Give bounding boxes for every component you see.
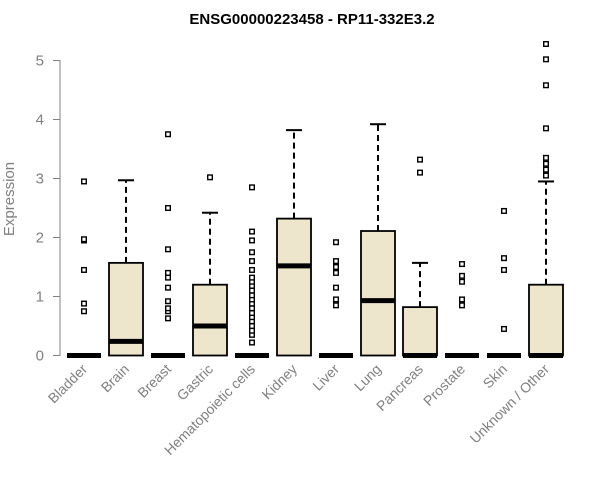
box-9 [445,261,479,358]
x-category-label: Liver [309,361,342,394]
box-4 [235,184,269,358]
outlier-point [164,131,171,138]
outlier-point [80,178,87,185]
box-body [528,283,564,357]
outlier-point [164,298,171,305]
outlier-point [164,315,171,322]
outlier-point [501,255,508,262]
outlier-point [164,246,171,253]
outlier-point [248,327,255,334]
outlier-point [248,274,255,281]
outlier-point [333,302,340,309]
x-category-label: Skin [480,361,511,392]
box-7 [360,123,396,357]
outlier-point [248,292,255,299]
outlier-point [459,296,466,303]
outlier-point [333,284,340,291]
outlier-point [501,325,508,332]
outlier-point [459,261,466,268]
outlier-point [164,274,171,281]
outlier-point [543,166,550,173]
outlier-point [206,174,213,181]
box-0 [67,178,101,358]
outlier-point [543,160,550,167]
y-tick-label: 1 [36,289,44,306]
outlier-point [80,266,87,273]
box-body [192,283,228,357]
outlier-point [248,339,255,346]
outlier-point [248,228,255,235]
outlier-point [80,300,87,307]
y-axis-label: Expression [1,162,18,236]
outlier-point [543,56,550,63]
y-tick-label: 2 [36,230,44,247]
outlier-point [333,269,340,276]
outlier-point [80,236,87,243]
outlier-point [417,156,424,163]
box-2 [151,131,185,358]
outlier-point [248,258,255,265]
box-1 [108,179,144,357]
chart-title: ENSG00000223458 - RP11-332E3.2 [189,11,434,28]
outlier-point [164,305,171,312]
x-category-label: Breast [134,361,174,401]
outlier-point [459,302,466,309]
outlier-point [333,239,340,246]
outlier-point [543,82,550,89]
box-8 [402,156,438,358]
x-category-label: Unknown / Other [467,361,553,447]
x-category-label: Brain [98,361,132,395]
outlier-point [248,310,255,317]
outlier-point [543,125,550,132]
box-body [402,306,438,357]
outlier-point [543,40,550,47]
outlier-point [248,184,255,191]
y-tick-label: 3 [36,171,44,188]
outlier-point [80,308,87,315]
boxes [67,40,564,358]
box-body [360,230,396,357]
outlier-point [417,169,424,176]
box-3 [192,174,228,357]
outlier-point [543,172,550,179]
box-10 [487,207,521,358]
box-body [276,217,312,357]
outlier-point [164,284,171,291]
box-5 [276,129,312,357]
box-6 [319,239,353,358]
x-category-label: Bladder [45,361,91,407]
outlier-point [248,287,255,294]
outlier-point [164,269,171,276]
y-axis-ticks: 0 1 2 3 4 5 [36,53,60,365]
y-tick-label: 0 [36,348,44,365]
outlier-point [333,296,340,303]
x-category-label: Prostate [420,361,468,409]
x-category-label: Lung [351,361,384,394]
y-tick-label: 4 [36,112,44,129]
outlier-point [333,258,340,265]
outlier-point [164,204,171,211]
outlier-point [248,323,255,330]
outlier-point [543,154,550,161]
outlier-point [248,266,255,273]
outlier-point [248,237,255,244]
y-tick-label: 5 [36,53,44,70]
box-11 [528,40,564,358]
outlier-point [501,266,508,273]
outlier-point [248,249,255,256]
outlier-point [333,264,340,271]
outlier-point [459,272,466,279]
outlier-point [459,278,466,285]
outlier-point [248,305,255,312]
x-category-label: Pancreas [373,361,426,414]
x-category-label: Kidney [259,361,301,403]
outlier-point [501,207,508,214]
